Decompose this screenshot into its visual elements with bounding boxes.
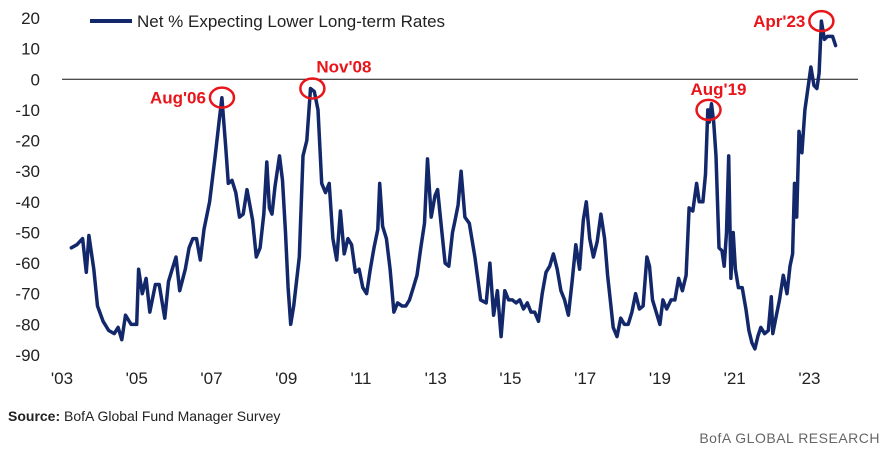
y-tick-label: 10 xyxy=(21,40,40,59)
y-tick-label: -10 xyxy=(15,101,40,120)
y-tick-label: -40 xyxy=(15,193,40,212)
legend: Net % Expecting Lower Long-term Rates xyxy=(90,12,445,31)
x-tick-label: '13 xyxy=(425,369,447,388)
annotation-label: Apr'23 xyxy=(753,12,805,31)
annotation-label: Aug'19 xyxy=(691,80,747,99)
x-axis-ticks: '03 '05 '07 '09 '11 '13 '15 '17 '19 '21 '23 xyxy=(51,369,821,388)
annotation-label: Nov'08 xyxy=(316,57,371,76)
annotation-circle xyxy=(695,98,722,122)
x-tick-label: '11 xyxy=(351,369,372,388)
x-tick-label: '19 xyxy=(649,369,671,388)
annotation-label: Aug'06 xyxy=(150,89,206,108)
x-tick-label: '09 xyxy=(275,369,297,388)
y-tick-label: -30 xyxy=(15,162,40,181)
source-label: Source: xyxy=(8,408,61,424)
y-tick-label: -70 xyxy=(15,285,40,304)
legend-label: Net % Expecting Lower Long-term Rates xyxy=(137,12,445,31)
x-tick-label: '17 xyxy=(574,369,596,388)
y-axis-ticks: 20 10 0 -10 -20 -30 -40 -50 -60 -70 -80 -90 xyxy=(15,9,40,365)
annotations: Aug'06 Nov'08 Aug'19 Apr'23 xyxy=(150,9,835,122)
x-tick-label: '05 xyxy=(126,369,148,388)
x-tick-label: '21 xyxy=(724,369,746,388)
series-line xyxy=(69,19,838,351)
y-tick-label: -20 xyxy=(15,132,40,151)
x-tick-label: '15 xyxy=(499,369,521,388)
x-tick-label: '23 xyxy=(798,369,820,388)
x-tick-label: '03 xyxy=(51,369,73,388)
source-text: BofA Global Fund Manager Survey xyxy=(64,408,281,424)
annotation-circle xyxy=(808,9,835,33)
brand-label: BofA GLOBAL RESEARCH xyxy=(699,430,880,446)
y-tick-label: 0 xyxy=(31,70,40,89)
y-tick-label: -90 xyxy=(15,346,40,365)
y-tick-label: -60 xyxy=(15,254,40,273)
source-note: Source: BofA Global Fund Manager Survey xyxy=(8,408,280,424)
y-tick-label: -50 xyxy=(15,223,40,242)
x-tick-label: '07 xyxy=(200,369,222,388)
y-tick-label: 20 xyxy=(21,9,40,28)
annotation-circle xyxy=(208,86,236,109)
y-tick-label: -80 xyxy=(15,315,40,334)
annotation-circle xyxy=(299,77,326,100)
